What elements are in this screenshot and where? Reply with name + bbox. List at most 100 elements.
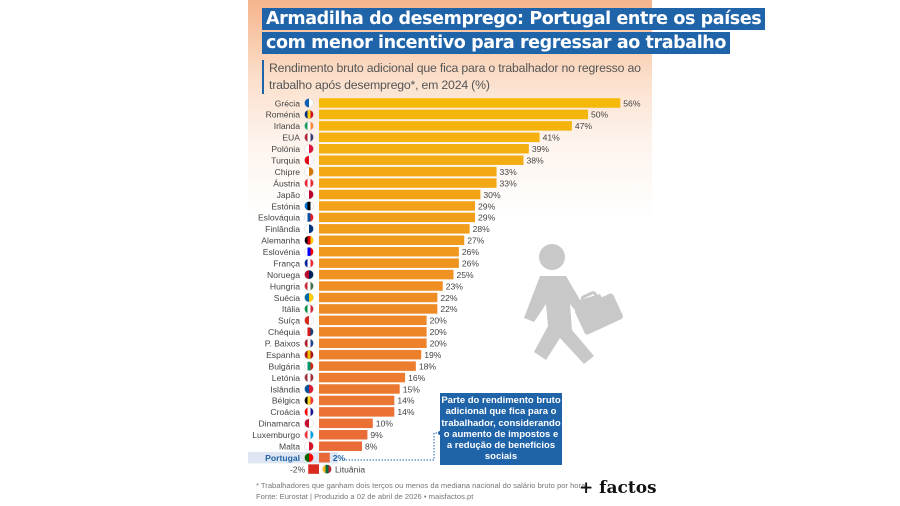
- annotation-leader-line: [345, 432, 440, 461]
- bar-Portugal: [319, 452, 330, 463]
- bar-P. Baixos: [319, 338, 427, 348]
- flag-icon-EUA: [304, 132, 314, 143]
- category-label: Eslováquia: [258, 213, 300, 223]
- category-label: Dinamarca: [258, 419, 300, 429]
- bar-Bulgária: [319, 361, 416, 371]
- value-label: 22%: [440, 293, 458, 303]
- flag-icon-Alemanha: [304, 235, 314, 245]
- value-label: 41%: [543, 133, 561, 143]
- value-label: 2%: [333, 453, 346, 463]
- flag-icon-Malta: [304, 441, 314, 451]
- flag-icon-Eslováquia: [304, 212, 314, 223]
- bar-Chéquia: [319, 327, 427, 337]
- bar-Roménia: [319, 109, 588, 120]
- bar-Itália: [319, 304, 438, 314]
- flag-icon-Bulgária: [304, 361, 314, 371]
- value-label: 27%: [467, 236, 485, 246]
- flag-icon-Grécia: [304, 98, 314, 108]
- category-label: EUA: [282, 133, 300, 143]
- flag-icon-Suécia: [304, 292, 314, 303]
- bar-Malta: [319, 441, 363, 451]
- bar-Suécia: [319, 292, 438, 303]
- flag-icon-Chipre: [304, 166, 314, 177]
- category-label: Bulgária: [268, 361, 300, 371]
- worker-briefcase-icon: [524, 244, 623, 364]
- flag-icon-Portugal: [304, 452, 314, 463]
- source: Fonte: Eurostat | Produzido a 02 de abri…: [256, 492, 474, 501]
- value-label: 16%: [408, 373, 426, 383]
- flag-icon-Espanha: [304, 349, 314, 360]
- value-label: 14%: [397, 407, 415, 417]
- bar-Letónia: [319, 372, 406, 383]
- flag-icon-Japão: [304, 189, 314, 200]
- category-label: Luxemburgo: [252, 430, 300, 440]
- bar-Chipre: [319, 166, 497, 177]
- bar-Polónia: [319, 144, 529, 154]
- bar-Alemanha: [319, 235, 465, 246]
- category-label: Islândia: [270, 384, 300, 394]
- bar-Eslováquia: [319, 212, 476, 223]
- flag-icon-França: [304, 258, 314, 268]
- footnote: * Trabalhadores que ganham dois terços o…: [256, 481, 586, 490]
- value-label: 22%: [440, 304, 458, 314]
- value-label: 29%: [478, 201, 496, 211]
- value-label: 14%: [397, 396, 415, 406]
- category-label: Portugal: [265, 453, 300, 463]
- annotation-box: Parte do rendimento bruto adicional que …: [440, 393, 562, 465]
- value-label: 30%: [483, 190, 501, 200]
- bar-Áustria: [319, 178, 497, 188]
- bar-Dinamarca: [319, 418, 373, 429]
- bar-Luxemburgo: [319, 430, 368, 440]
- flag-icon-Croácia: [304, 407, 314, 417]
- category-label: Lituânia: [335, 464, 365, 474]
- bar-França: [319, 258, 459, 268]
- value-label: 56%: [623, 98, 641, 108]
- bar-Eslovénia: [319, 246, 459, 257]
- category-label: Finlândia: [265, 224, 300, 234]
- flag-icon-Islândia: [304, 384, 314, 394]
- flag-icon-Bélgica: [304, 395, 314, 406]
- flag-icon-Chéquia: [304, 327, 314, 337]
- category-label: Roménia: [266, 110, 301, 120]
- category-label: Letónia: [272, 373, 300, 383]
- bar-Irlanda: [319, 121, 572, 131]
- highlight-row: [248, 451, 338, 464]
- flag-icon-Itália: [304, 304, 314, 314]
- bar-Hungria: [319, 281, 443, 291]
- category-label: Chéquia: [268, 327, 300, 337]
- flag-icon-Roménia: [304, 109, 314, 120]
- flag-icon-Estónia: [304, 201, 314, 211]
- category-label: Irlanda: [274, 121, 300, 131]
- value-label: 8%: [365, 442, 378, 452]
- title-line-2: com menor incentivo para regressar ao tr…: [262, 32, 730, 54]
- value-label: 38%: [526, 156, 544, 166]
- bar-Grécia: [319, 98, 621, 108]
- value-label: 39%: [532, 144, 550, 154]
- category-label: Suíça: [278, 316, 300, 326]
- value-label: 50%: [591, 110, 609, 120]
- category-label: Itália: [282, 304, 300, 314]
- flag-icon-Luxemburgo: [304, 430, 314, 440]
- category-label: Chipre: [275, 167, 301, 177]
- category-label: Malta: [279, 442, 300, 452]
- category-label: Áustria: [273, 178, 300, 188]
- flag-icon-Suíça: [304, 315, 314, 326]
- value-label: 20%: [430, 327, 448, 337]
- value-label: 47%: [575, 121, 593, 131]
- value-label: 19%: [424, 350, 442, 360]
- value-label: 23%: [446, 281, 464, 291]
- category-label: Hungria: [270, 281, 300, 291]
- bar-Finlândia: [319, 224, 470, 234]
- category-label: França: [273, 258, 300, 268]
- brand-logo: + factos: [579, 478, 657, 498]
- flag-icon-Noruega: [304, 269, 314, 280]
- category-label: Grécia: [275, 98, 301, 108]
- flag-icon-Turquia: [304, 155, 314, 165]
- category-label: Alemanha: [261, 236, 300, 246]
- value-label: 9%: [370, 430, 383, 440]
- category-label: P. Baixos: [265, 339, 300, 349]
- bar-Bélgica: [319, 395, 395, 406]
- value-label: 20%: [430, 339, 448, 349]
- value-label: -2%: [290, 464, 306, 474]
